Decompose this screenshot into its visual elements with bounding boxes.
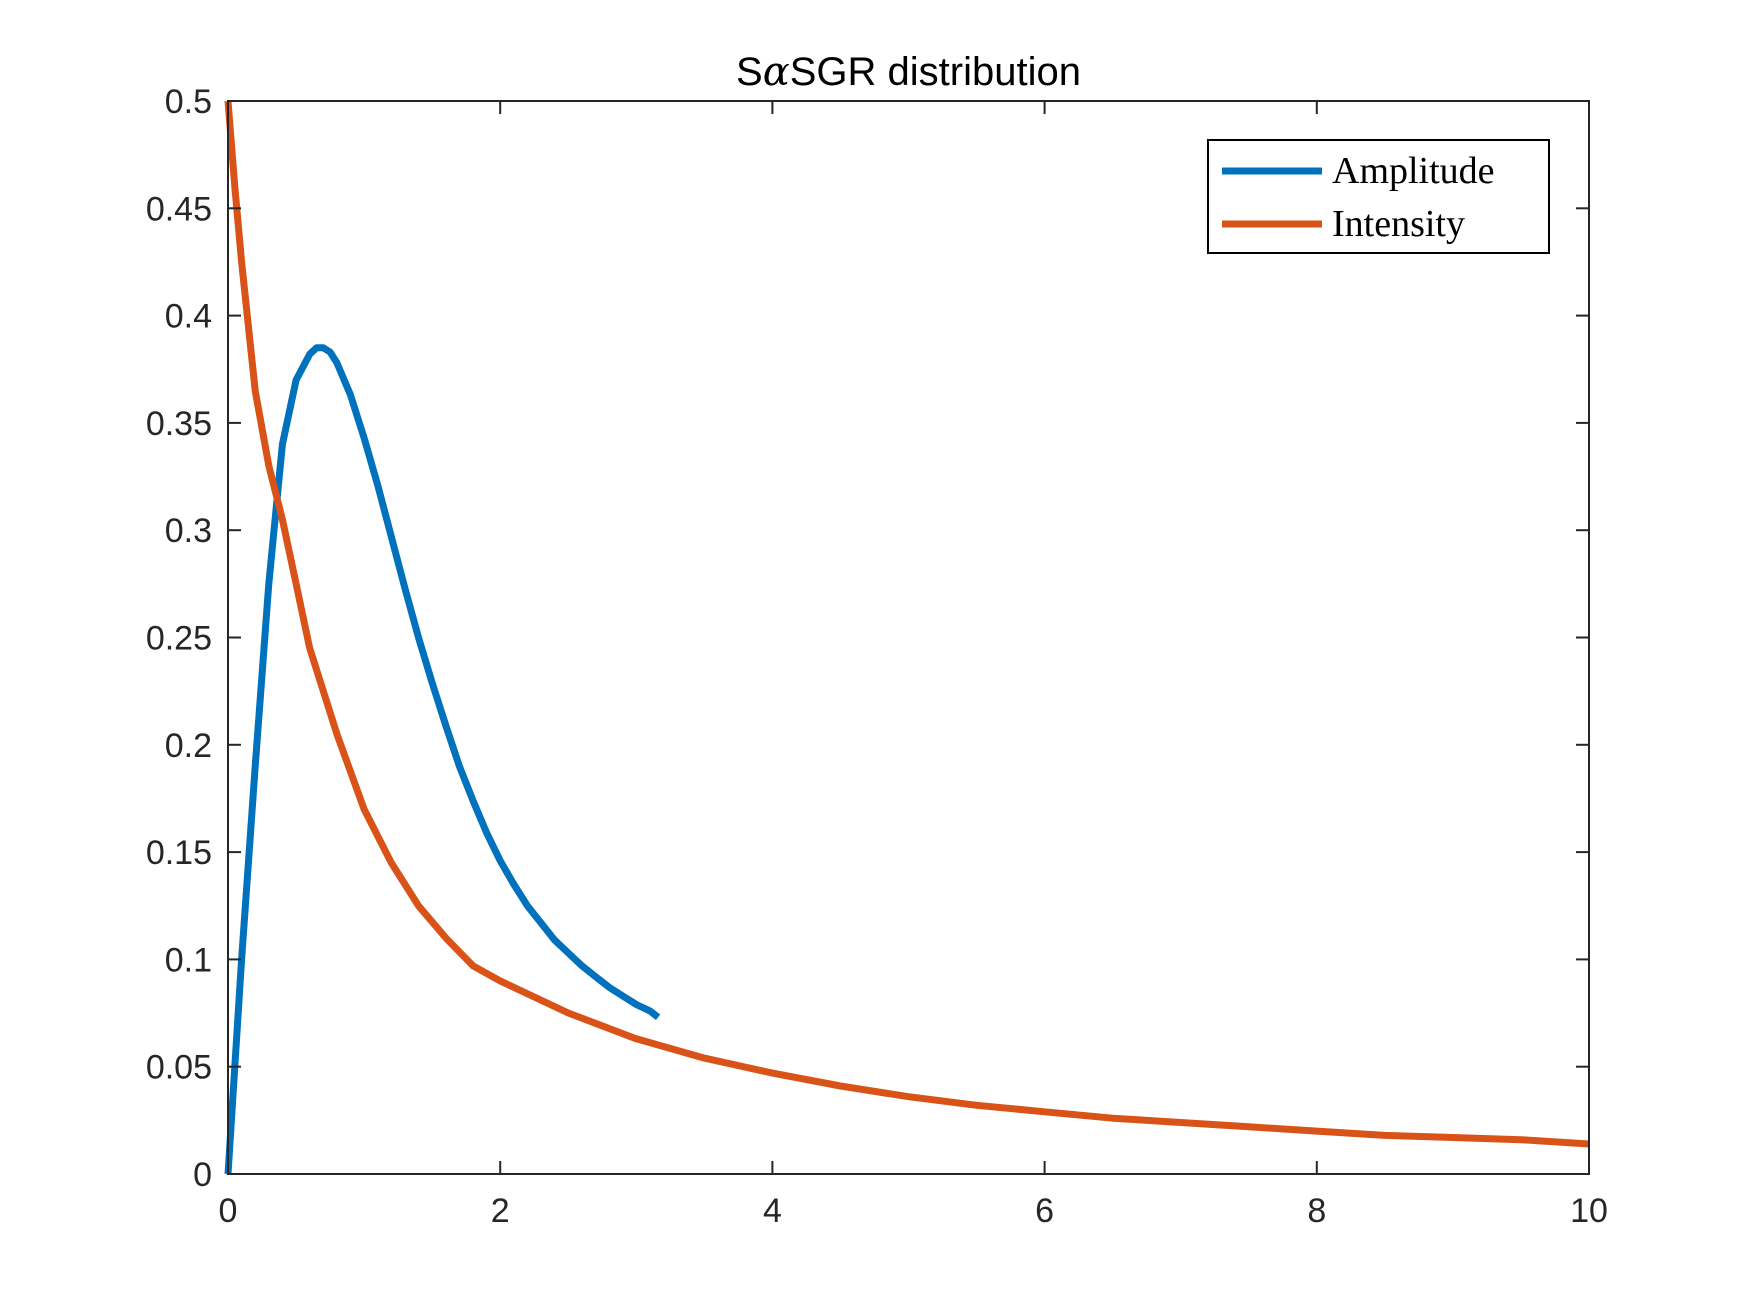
x-tick-label: 0	[219, 1192, 238, 1230]
legend-label-amplitude: Amplitude	[1332, 150, 1495, 192]
chart-title-suffix: SGR distribution	[790, 50, 1081, 94]
y-tick-label: 0.5	[165, 83, 212, 121]
y-tick-label: 0.45	[146, 190, 212, 228]
y-tick-label: 0	[193, 1156, 212, 1194]
legend-box	[1207, 139, 1550, 254]
series-group	[224, 100, 1590, 1175]
chart-title: SαSGR distribution	[736, 49, 1081, 95]
legend: Amplitude Intensity	[1207, 139, 1550, 254]
y-tick-label: 0.4	[165, 298, 212, 336]
series-line-amplitude	[224, 344, 661, 1175]
y-tick-label: 0.35	[146, 405, 212, 443]
ticks-group: 0 2 4 6 8 10 0 0.05 0.1 0.15 0.2 0.25 0.3 0.35 0.4 0.45…	[146, 83, 1608, 1230]
x-tick-label: 10	[1570, 1192, 1608, 1230]
y-tick-label: 0.1	[165, 941, 212, 979]
y-tick-label: 0.05	[146, 1049, 212, 1087]
x-tick-label: 6	[1035, 1192, 1054, 1230]
y-tick-label: 0.15	[146, 834, 212, 872]
series-line-intensity	[224, 100, 1590, 1148]
chart-title-prefix: S	[736, 50, 763, 94]
y-tick-label: 0.3	[165, 512, 212, 550]
chart-title-greek: α	[763, 49, 790, 95]
legend-label-intensity: Intensity	[1332, 203, 1465, 245]
y-tick-label: 0.2	[165, 727, 212, 765]
plot-area	[228, 101, 1589, 1174]
x-tick-label: 8	[1307, 1192, 1326, 1230]
y-tick-label: 0.25	[146, 620, 212, 658]
x-tick-label: 4	[763, 1192, 782, 1230]
x-tick-label: 2	[491, 1192, 510, 1230]
